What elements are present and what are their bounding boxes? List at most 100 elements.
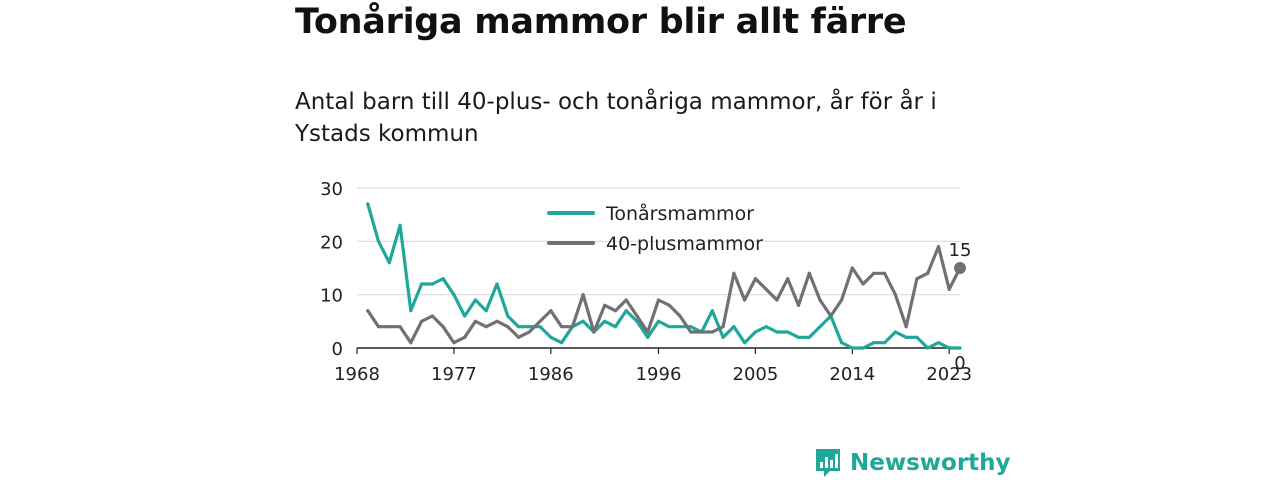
end-point-marker xyxy=(954,262,966,274)
legend-label: Tonårsmammor xyxy=(605,202,754,225)
data-point xyxy=(710,309,714,313)
data-point xyxy=(484,309,488,313)
data-point xyxy=(872,341,876,345)
data-point xyxy=(473,319,478,323)
data-point xyxy=(549,309,553,313)
data-point xyxy=(829,314,833,318)
data-point xyxy=(667,325,671,329)
data-point xyxy=(559,341,564,345)
data-point xyxy=(366,309,370,313)
data-point xyxy=(613,309,618,313)
data-point xyxy=(721,325,725,329)
data-point xyxy=(839,298,844,302)
data-point xyxy=(463,335,467,339)
data-point xyxy=(603,303,607,307)
chart-subtitle: Antal barn till 40-plus- och tonåriga ma… xyxy=(295,89,937,147)
data-point xyxy=(818,325,822,329)
x-tick-label: 2005 xyxy=(733,364,779,385)
data-point xyxy=(624,309,628,313)
data-point xyxy=(376,239,381,243)
data-point xyxy=(936,245,941,249)
data-point xyxy=(893,293,897,297)
data-point xyxy=(753,330,758,334)
data-point xyxy=(409,341,413,345)
data-point xyxy=(646,330,650,334)
data-point xyxy=(915,277,919,281)
data-point xyxy=(710,330,714,334)
data-point xyxy=(893,330,897,334)
data-point xyxy=(624,298,628,302)
data-point xyxy=(656,298,661,302)
data-point xyxy=(786,277,790,281)
data-point xyxy=(430,282,434,286)
data-point xyxy=(527,330,531,334)
data-point xyxy=(861,282,865,286)
data-point xyxy=(689,325,693,329)
data-point xyxy=(721,335,725,339)
data-point xyxy=(678,314,682,318)
data-point xyxy=(656,319,661,323)
data-point xyxy=(883,271,887,275)
data-point xyxy=(904,335,908,339)
data-point xyxy=(387,325,391,329)
data-point xyxy=(592,330,596,334)
data-point xyxy=(430,314,434,318)
data-point xyxy=(398,325,402,329)
data-point xyxy=(516,335,521,339)
data-point xyxy=(581,293,585,297)
data-point xyxy=(850,346,854,350)
data-point xyxy=(796,335,801,339)
data-point xyxy=(958,346,962,350)
y-tick-label: 10 xyxy=(320,286,343,307)
data-point xyxy=(753,277,758,281)
data-point xyxy=(613,325,618,329)
data-point xyxy=(603,319,607,323)
chart-title: Tonåriga mammor blir allt färre xyxy=(295,2,907,42)
data-point xyxy=(764,325,768,329)
brand-name: Newsworthy xyxy=(850,450,1011,476)
brand-logo: Newsworthy xyxy=(814,447,1011,479)
data-point xyxy=(387,261,391,265)
data-point xyxy=(398,223,402,227)
data-point xyxy=(775,330,779,334)
data-point xyxy=(667,303,671,307)
data-point xyxy=(947,346,951,350)
data-point xyxy=(538,325,542,329)
data-point xyxy=(861,346,865,350)
data-point xyxy=(516,325,521,329)
data-point xyxy=(376,325,381,329)
data-point xyxy=(732,325,736,329)
data-point xyxy=(786,330,790,334)
x-tick-label: 1986 xyxy=(528,364,574,385)
data-point xyxy=(463,314,467,318)
data-point xyxy=(646,335,650,339)
x-tick-label: 2014 xyxy=(829,364,875,385)
data-point xyxy=(732,271,736,275)
data-point xyxy=(883,341,887,345)
data-point xyxy=(538,319,542,323)
data-point xyxy=(872,271,876,275)
data-point xyxy=(743,298,747,302)
data-point xyxy=(807,335,811,339)
data-point xyxy=(452,293,456,297)
y-tick-label: 20 xyxy=(320,232,343,253)
data-point xyxy=(441,277,445,281)
data-point xyxy=(635,314,639,318)
data-point xyxy=(839,341,844,345)
data-point xyxy=(743,341,747,345)
data-point xyxy=(926,346,930,350)
data-point xyxy=(850,266,854,270)
data-point xyxy=(936,341,941,345)
data-point xyxy=(775,298,779,302)
data-point xyxy=(495,282,499,286)
data-point xyxy=(506,314,510,318)
x-tick-label: 1977 xyxy=(431,364,477,385)
data-point xyxy=(678,325,682,329)
data-point xyxy=(420,319,424,323)
data-point xyxy=(559,325,564,329)
data-point xyxy=(409,309,413,313)
data-point xyxy=(764,287,768,291)
legend-label: 40-plusmammor xyxy=(606,233,763,255)
data-point xyxy=(796,303,801,307)
